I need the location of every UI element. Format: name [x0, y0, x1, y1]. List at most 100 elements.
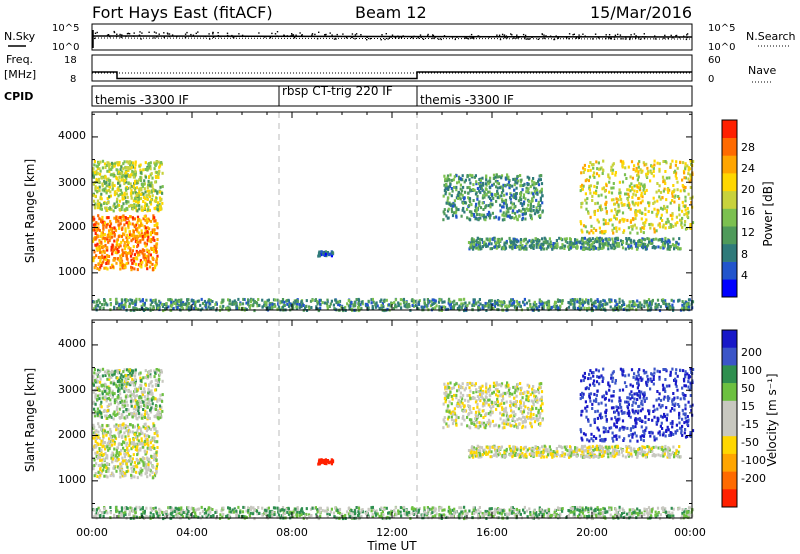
- power-cell: [457, 194, 460, 198]
- power-cell: [608, 218, 611, 222]
- velocity-cell: [92, 375, 95, 379]
- power-cell: [441, 300, 444, 304]
- power-cell: [627, 201, 630, 205]
- power-cell: [676, 166, 679, 170]
- power-cell: [152, 250, 156, 254]
- power-cell: [187, 298, 190, 302]
- power-cell: [108, 185, 111, 189]
- velocity-cell: [144, 452, 147, 456]
- noise-dot: [488, 36, 490, 38]
- power-cell: [484, 301, 487, 305]
- power-cell: [167, 298, 170, 302]
- power-cell: [381, 302, 384, 305]
- power-cell: [631, 186, 634, 190]
- power-cell: [127, 167, 130, 171]
- power-cell: [488, 190, 491, 194]
- power-cell: [296, 302, 299, 306]
- power-cell: [304, 306, 307, 310]
- power-cell: [598, 174, 601, 178]
- power-cell: [130, 258, 133, 262]
- power-cell: [645, 218, 648, 222]
- power-cell: [505, 212, 508, 216]
- power-cell: [134, 170, 137, 173]
- power-cell: [618, 306, 621, 309]
- power-cell: [449, 173, 452, 177]
- power-cell: [563, 247, 566, 250]
- power-cell: [607, 222, 610, 226]
- power-cell: [671, 243, 674, 247]
- power-cell: [508, 184, 512, 187]
- power-cell: [319, 306, 322, 310]
- velocity-cell: [139, 467, 142, 471]
- power-cell: [155, 251, 158, 254]
- power-cell: [602, 307, 605, 311]
- power-cell: [137, 197, 140, 201]
- power-cell: [277, 302, 280, 306]
- power-cell: [544, 301, 547, 305]
- power-cell: [148, 163, 151, 167]
- velocity-cell: [113, 424, 116, 428]
- power-cell: [476, 236, 479, 240]
- power-cell: [176, 306, 179, 309]
- power-cell: [520, 209, 523, 213]
- power-cell: [598, 301, 601, 305]
- velocity-cell: [126, 446, 129, 450]
- power-cell: [292, 302, 295, 306]
- power-cell: [167, 305, 170, 309]
- power-cell: [602, 298, 605, 302]
- power-cell: [96, 199, 99, 203]
- power-cell: [239, 302, 242, 306]
- power-cell: [120, 175, 123, 179]
- power-cell: [687, 177, 690, 181]
- velocity-cell: [144, 409, 147, 413]
- power-cell: [513, 216, 516, 220]
- power-cell: [609, 243, 612, 247]
- power-cell: [674, 174, 677, 178]
- power-cell: [453, 304, 456, 308]
- power-cell: [629, 220, 632, 224]
- power-cell: [496, 186, 499, 190]
- power-cell: [633, 302, 636, 306]
- velocity-cell: [143, 395, 146, 399]
- power-cell: [689, 159, 692, 163]
- power-cell: [121, 215, 124, 219]
- power-cell: [123, 263, 127, 267]
- power-cell: [116, 172, 119, 175]
- power-cell: [530, 200, 533, 203]
- velocity-cell: [109, 381, 112, 385]
- power-cell: [641, 199, 644, 203]
- velocity-cell: [157, 368, 160, 372]
- power-cell: [288, 303, 291, 307]
- power-cell: [602, 169, 605, 172]
- power-cell: [487, 303, 490, 307]
- power-cell: [94, 187, 97, 191]
- power-cell: [148, 227, 151, 231]
- power-colorbar-cell: [722, 279, 737, 298]
- noise-dot: [432, 34, 435, 37]
- power-cell: [664, 302, 668, 306]
- power-cell: [193, 303, 196, 307]
- power-cell: [105, 262, 108, 265]
- power-cell: [674, 194, 677, 198]
- power-cell: [476, 187, 479, 190]
- noise-dot: [212, 36, 215, 38]
- power-cell: [669, 162, 672, 166]
- power-cell: [110, 248, 113, 252]
- velocity-cell: [103, 387, 106, 391]
- power-cell: [478, 200, 481, 204]
- power-cell: [595, 172, 599, 176]
- power-cell: [568, 247, 571, 251]
- power-cell: [671, 213, 674, 217]
- power-cell: [469, 218, 472, 222]
- power-cell: [572, 242, 575, 246]
- power-cell: [187, 302, 190, 306]
- power-cell: [689, 167, 692, 171]
- power-cell: [108, 235, 111, 238]
- power-cell: [447, 196, 450, 200]
- power-cell: [171, 302, 174, 306]
- power-cell: [330, 254, 333, 258]
- power-cell: [468, 301, 471, 305]
- power-cell: [512, 177, 515, 181]
- power-cell: [235, 301, 238, 305]
- power-cell: [412, 304, 416, 308]
